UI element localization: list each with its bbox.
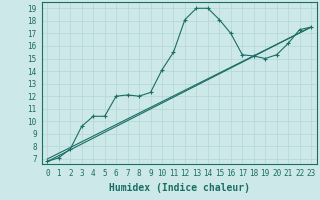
X-axis label: Humidex (Indice chaleur): Humidex (Indice chaleur) — [109, 183, 250, 193]
